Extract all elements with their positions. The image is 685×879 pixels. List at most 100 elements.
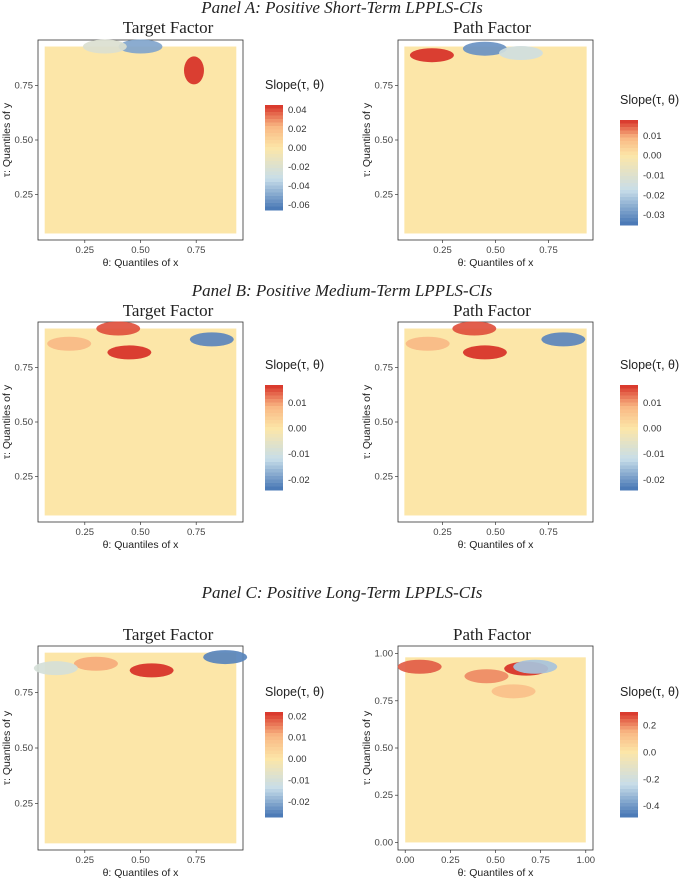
legend-swatch <box>620 221 638 226</box>
x-axis-label: θ: Quantiles of x <box>103 257 180 269</box>
legend-swatch <box>265 782 283 786</box>
legend-swatch <box>265 409 283 414</box>
legend-swatch <box>620 406 638 410</box>
legend-swatch <box>620 750 638 755</box>
legend-swatch <box>620 162 638 166</box>
legend-tick-label: 0.00 <box>643 151 662 162</box>
legend-swatch <box>265 806 283 811</box>
legend-swatch <box>620 186 638 191</box>
legend-swatch <box>620 120 638 124</box>
legend-swatch <box>620 200 638 205</box>
legend-swatch <box>265 479 283 484</box>
y-tick-label: 0.75 <box>375 81 394 92</box>
legend: Slope(τ, θ) 0.01 0.00 -0.01 -0.02 <box>265 358 324 491</box>
legend-swatch <box>620 806 638 811</box>
y-tick-label: 1.00 <box>375 649 394 660</box>
x-tick-label: 0.25 <box>76 245 95 256</box>
legend-swatch <box>265 133 283 137</box>
heatmap-chart-5: 0.00 0.25 0.50 0.75 1.00 0.00 0.25 0.50 0.75 1.00… <box>361 645 679 879</box>
legend-swatch <box>265 761 283 765</box>
hotspot-3 <box>405 336 450 351</box>
y-tick-label: 0.50 <box>15 135 34 146</box>
legend-swatch <box>265 154 283 158</box>
legend-swatch <box>265 143 283 148</box>
y-axis-label: τ: Quantiles of y <box>361 710 373 785</box>
hotspot-0 <box>462 345 507 360</box>
legend: Slope(τ, θ) 0.2 0.0 -0.2 -0.4 <box>620 685 679 818</box>
surface-region <box>44 652 237 844</box>
panel-a-title: Panel A: Positive Short-Term LPPLS-CIs <box>200 0 483 17</box>
legend-swatch <box>620 172 638 177</box>
legend-swatch <box>620 165 638 170</box>
legend-swatch <box>620 719 638 723</box>
legend-swatch <box>620 810 638 814</box>
panel-c-path-title: Path Factor <box>453 625 531 644</box>
legend-swatch <box>620 427 638 431</box>
panel-b-title: Panel B: Positive Medium-Term LPPLS-CIs <box>191 281 493 300</box>
hotspot-1 <box>73 656 118 671</box>
x-tick-label: 0.75 <box>187 855 206 866</box>
hotspot-1 <box>118 39 163 54</box>
legend-swatch <box>620 458 638 463</box>
y-tick-label: 0.75 <box>15 81 34 92</box>
x-tick-label: 0.25 <box>441 855 460 866</box>
legend-swatch <box>620 764 638 769</box>
legend-tick-label: -0.01 <box>288 449 310 460</box>
x-tick-label: 0.25 <box>433 245 452 256</box>
y-tick-label: 0.25 <box>375 189 394 200</box>
legend-swatch <box>620 771 638 776</box>
legend-swatch <box>265 122 283 127</box>
legend-swatch <box>620 218 638 222</box>
legend-swatch <box>620 130 638 135</box>
legend-swatch <box>265 399 283 403</box>
x-tick-label: 0.75 <box>531 855 550 866</box>
legend-swatch <box>265 792 283 797</box>
legend-swatch <box>620 743 638 748</box>
legend-swatch <box>620 733 638 737</box>
legend-swatch <box>620 778 638 783</box>
legend-swatch <box>265 136 283 141</box>
legend-swatch <box>265 178 283 183</box>
x-tick-label: 0.75 <box>187 527 206 538</box>
legend-swatch <box>620 183 638 187</box>
legend-swatch <box>265 448 283 452</box>
surface-region <box>44 328 237 516</box>
legend-swatch <box>620 434 638 438</box>
legend-tick-label: 0.00 <box>288 754 307 765</box>
legend-swatch <box>620 740 638 744</box>
legend-title: Slope(τ, θ) <box>265 358 324 372</box>
legend-tick-label: -0.02 <box>288 162 310 173</box>
legend-swatch <box>620 141 638 145</box>
surface-region <box>405 657 586 843</box>
panel-a-path-title: Path Factor <box>453 18 531 37</box>
legend-swatch <box>265 112 283 116</box>
heatmap-chart-4: 0.25 0.50 0.75 0.25 0.50 0.75 θ: Quantiles of … <box>1 645 324 879</box>
hotspot-1 <box>462 41 507 56</box>
legend-tick-label: -0.06 <box>288 200 310 211</box>
legend-swatch <box>620 197 638 201</box>
y-tick-label: 0.25 <box>375 790 394 801</box>
legend-swatch <box>620 385 638 389</box>
legend-swatch <box>620 715 638 720</box>
x-tick-label: 1.00 <box>577 855 596 866</box>
y-tick-label: 0.25 <box>15 189 34 200</box>
legend-swatch <box>265 715 283 720</box>
y-axis-label: τ: Quantiles of y <box>361 384 373 459</box>
legend-swatch <box>620 799 638 804</box>
legend-swatch <box>265 469 283 473</box>
legend-swatch <box>620 399 638 403</box>
legend-swatch <box>620 455 638 459</box>
legend-swatch <box>265 105 283 109</box>
y-tick-label: 0.25 <box>15 471 34 482</box>
legend-swatch <box>265 406 283 410</box>
legend-swatch <box>265 385 283 389</box>
legend-swatch <box>265 196 283 200</box>
legend-swatch <box>620 137 638 142</box>
hotspot-3 <box>47 336 92 351</box>
legend-swatch <box>265 171 283 176</box>
x-tick-label: 0.50 <box>486 527 505 538</box>
hotspot-0 <box>409 48 454 63</box>
x-tick-label: 0.75 <box>539 527 558 538</box>
legend-tick-label: 0.2 <box>643 720 656 731</box>
x-tick-label: 0.25 <box>76 527 95 538</box>
